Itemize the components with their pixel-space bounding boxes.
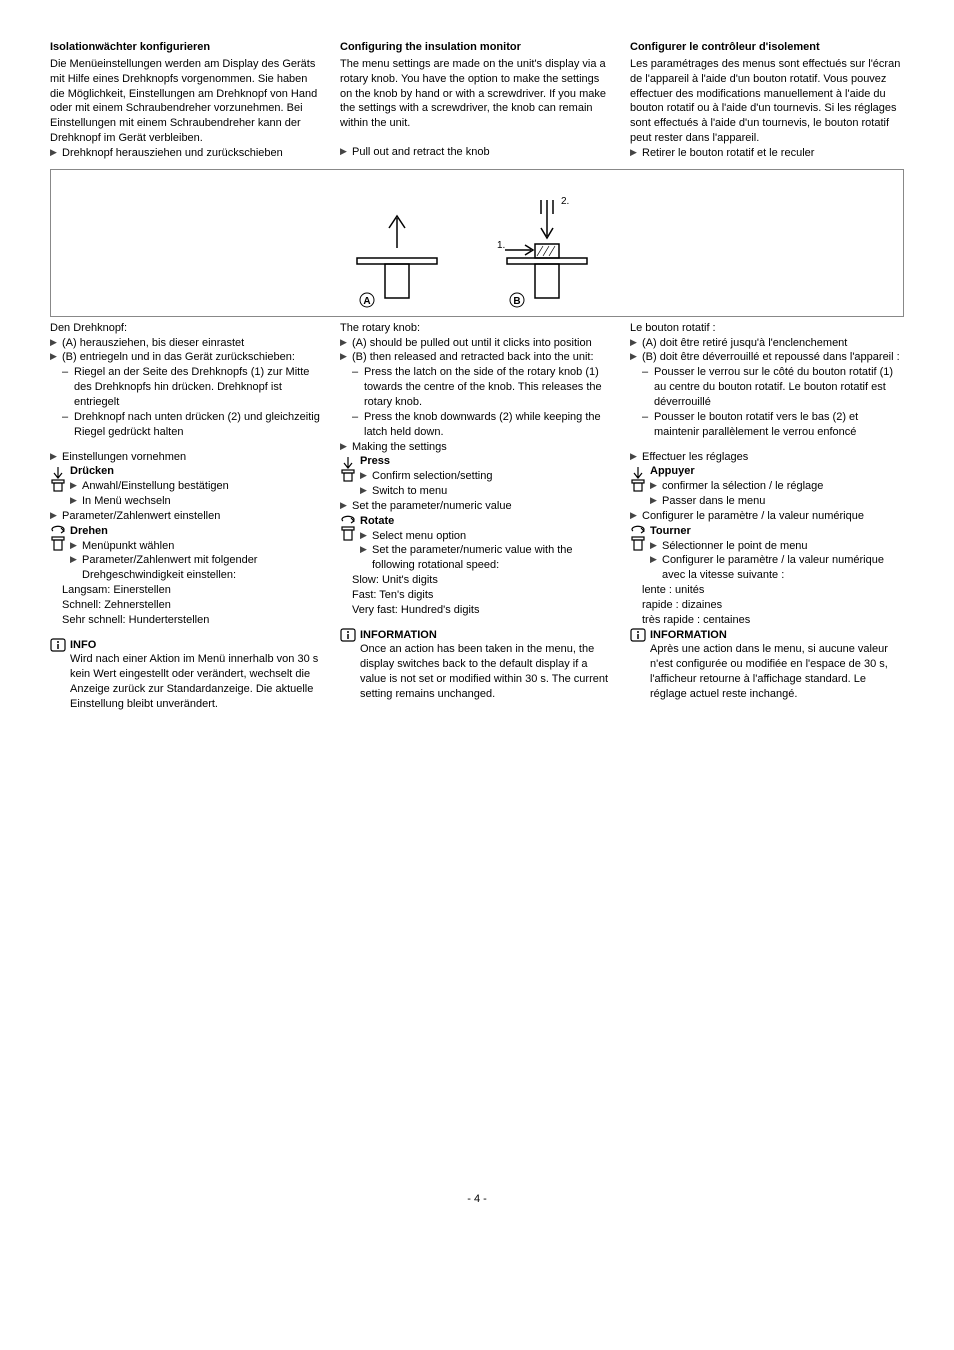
diagram-label-1: 1. — [497, 240, 505, 251]
pull-en: ▶ Pull out and retract the knob — [340, 145, 614, 160]
triangle-icon: ▶ — [50, 146, 62, 161]
col-en: Configuring the insulation monitor The m… — [340, 40, 614, 161]
intro-de: Die Menüeinstellungen werden am Display … — [50, 57, 324, 146]
knob-de: Den Drehknopf: ▶(A) herausziehen, bis di… — [50, 321, 324, 712]
pull-fr: ▶ Retirer le bouton rotatif et le recule… — [630, 146, 904, 161]
rotate-block: Drehen ▶Menüpunkt wählen ▶Parameter/Zahl… — [50, 524, 324, 583]
knob-title: Den Drehknopf: — [50, 321, 324, 336]
heading-de: Isolationwächter konfigurieren — [50, 40, 324, 55]
knob-svg: A 1. 2. B — [317, 178, 637, 308]
knob-row: Den Drehknopf: ▶(A) herausziehen, bis di… — [50, 321, 904, 712]
diagram-label-a: A — [363, 296, 370, 307]
info-block: INFO Wird nach einer Aktion im Menü inne… — [50, 638, 324, 712]
press-icon — [340, 454, 360, 483]
intro-fr: Les paramétrages des menus sont effectué… — [630, 57, 904, 146]
diagram-label-b: B — [513, 296, 520, 307]
triangle-icon: ▶ — [630, 146, 642, 161]
heading-fr: Configurer le contrôleur d'isolement — [630, 40, 904, 55]
rotate-icon — [50, 524, 70, 553]
heading-en: Configuring the insulation monitor — [340, 40, 614, 55]
rotate-icon — [630, 524, 650, 553]
knob-en: The rotary knob: ▶(A) should be pulled o… — [340, 321, 614, 712]
info-icon — [630, 628, 650, 702]
triangle-icon: ▶ — [340, 145, 352, 160]
info-icon — [340, 628, 360, 702]
diagram-label-2: 2. — [561, 196, 569, 207]
col-fr: Configurer le contrôleur d'isolement Les… — [630, 40, 904, 161]
intro-en: The menu settings are made on the unit's… — [340, 57, 614, 131]
press-block: Drücken ▶Anwahl/Einstellung bestätigen ▶… — [50, 464, 324, 509]
knob-fr: Le bouton rotatif : ▶(A) doit être retir… — [630, 321, 904, 712]
info-icon — [50, 638, 70, 712]
pull-de: ▶ Drehknopf herausziehen und zurückschie… — [50, 146, 324, 161]
rotate-icon — [340, 514, 360, 543]
intro-row: Isolationwächter konfigurieren Die Menüe… — [50, 40, 904, 161]
col-de: Isolationwächter konfigurieren Die Menüe… — [50, 40, 324, 161]
press-icon — [50, 464, 70, 493]
press-icon — [630, 464, 650, 493]
page-number: - 4 - — [50, 1192, 904, 1207]
knob-diagram: A 1. 2. B — [50, 169, 904, 317]
